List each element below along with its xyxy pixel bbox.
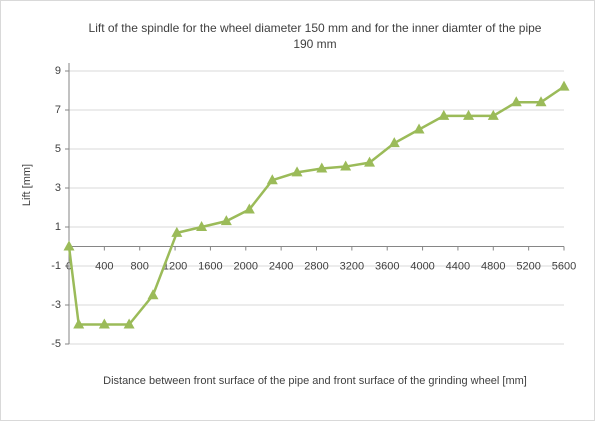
y-tick-label: 7 — [55, 104, 61, 116]
data-marker — [413, 123, 425, 134]
data-marker — [171, 226, 183, 237]
x-tick-label: 3200 — [340, 260, 364, 272]
x-tick-label: 2800 — [304, 260, 328, 272]
x-tick-label: 800 — [131, 260, 149, 272]
data-marker — [266, 174, 278, 185]
data-marker — [73, 318, 85, 329]
x-tick-label: 3600 — [375, 260, 399, 272]
data-marker — [463, 109, 475, 120]
x-tick-label: 5600 — [552, 260, 576, 272]
data-marker — [243, 203, 255, 214]
x-tick-label: 1200 — [163, 260, 187, 272]
chart-border — [0, 0, 595, 421]
x-tick-label: 5200 — [516, 260, 540, 272]
y-tick-label: 3 — [55, 182, 61, 194]
x-tick-label: 400 — [95, 260, 113, 272]
data-marker — [487, 109, 499, 120]
x-tick-label: 4400 — [446, 260, 470, 272]
data-marker — [316, 162, 328, 173]
x-axis-label: Distance between front surface of the pi… — [103, 375, 527, 387]
y-tick-label: -3 — [51, 299, 61, 311]
y-tick-label: -5 — [51, 338, 61, 350]
data-marker — [147, 289, 159, 300]
y-axis-label: Lift [mm] — [21, 164, 33, 206]
chart-title: Lift of the spindle for the wheel diamet… — [88, 21, 542, 51]
data-marker — [220, 215, 232, 226]
data-marker — [63, 240, 75, 251]
data-marker — [196, 221, 208, 231]
data-marker — [340, 160, 352, 171]
x-tick-label: 4000 — [410, 260, 434, 272]
data-marker — [558, 80, 570, 91]
data-marker — [123, 318, 135, 329]
y-tick-label: 5 — [55, 143, 61, 155]
x-tick-label: 2000 — [234, 260, 258, 272]
x-tick-label: 1600 — [198, 260, 222, 272]
x-tick-label: 4800 — [481, 260, 505, 272]
data-marker — [510, 96, 522, 107]
y-tick-label: 9 — [55, 65, 61, 77]
data-marker — [438, 109, 450, 120]
data-marker — [291, 166, 303, 177]
data-line — [67, 85, 565, 326]
y-tick-label: 1 — [55, 221, 61, 233]
data-marker — [364, 156, 376, 167]
y-tick-label: -1 — [51, 260, 61, 272]
data-marker — [388, 137, 400, 148]
data-marker — [535, 96, 547, 107]
data-marker — [98, 318, 110, 329]
x-tick-label: 2400 — [269, 260, 293, 272]
